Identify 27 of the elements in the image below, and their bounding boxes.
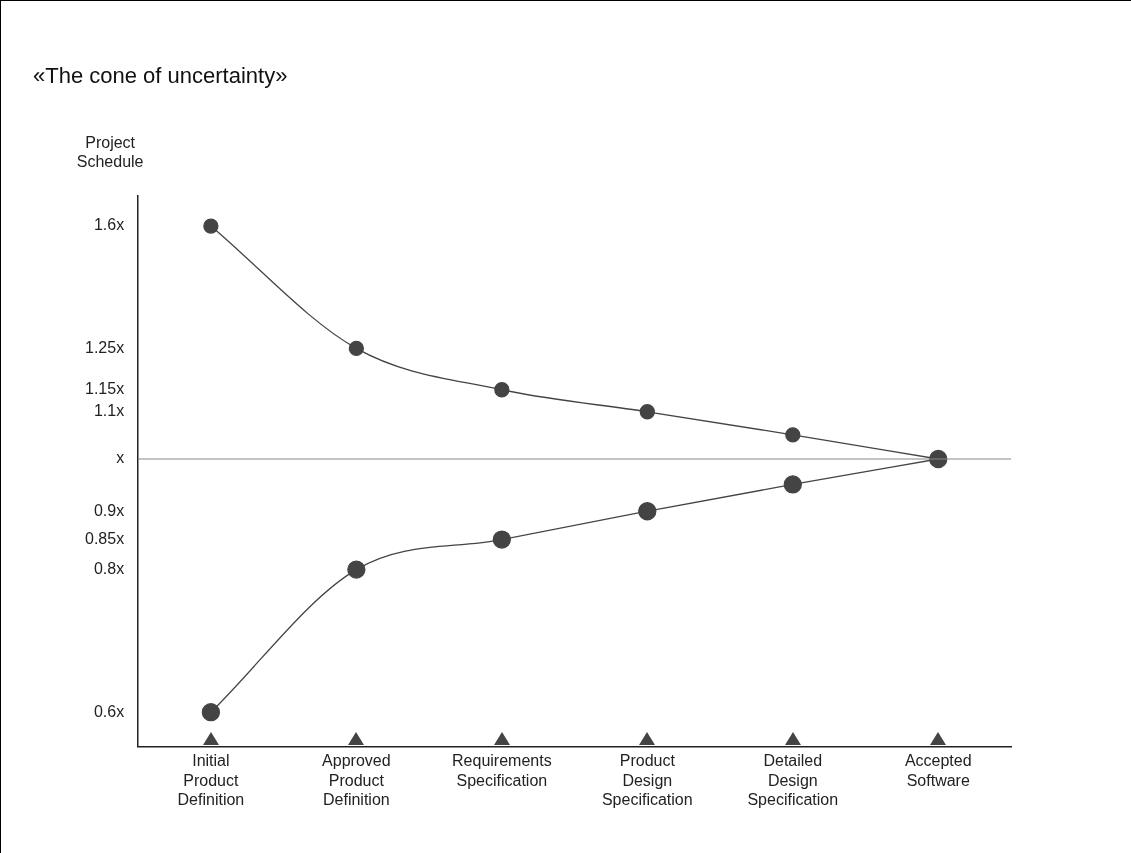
y-tick-label: x [116,449,125,467]
y-tick-label: 0.6x [93,702,125,720]
y-tick-label: 0.9x [93,501,125,519]
y-tick-label: 1.1x [93,402,125,420]
point [203,218,219,234]
x-tick-label: Detailed Design Specification [747,752,839,808]
point [347,560,366,579]
x-tick-label: Accepted Software [904,752,972,789]
x-tick-label: Requirements Specification [452,752,552,789]
x-tick-label: Initial Product Definition [177,752,245,808]
point [492,530,511,549]
point [785,427,801,443]
point [201,703,221,722]
y-tick-label: 1.6x [93,216,125,234]
x-tick-label: Product Design Specification [601,752,693,808]
y-tick-label: 0.8x [93,560,125,578]
point [783,475,802,494]
y-axis-title: Project Schedule [76,134,144,170]
x-tick-label: Approved Product Definition [322,752,391,808]
chart-title: «The cone of uncertainty» [33,63,288,89]
y-tick-label: 0.85x [85,529,125,547]
y-tick-label: 1.15x [85,380,125,398]
point [348,340,365,357]
point [639,404,655,420]
y-tick-label: 1.25x [85,338,125,356]
point [494,382,510,398]
point [638,502,657,521]
